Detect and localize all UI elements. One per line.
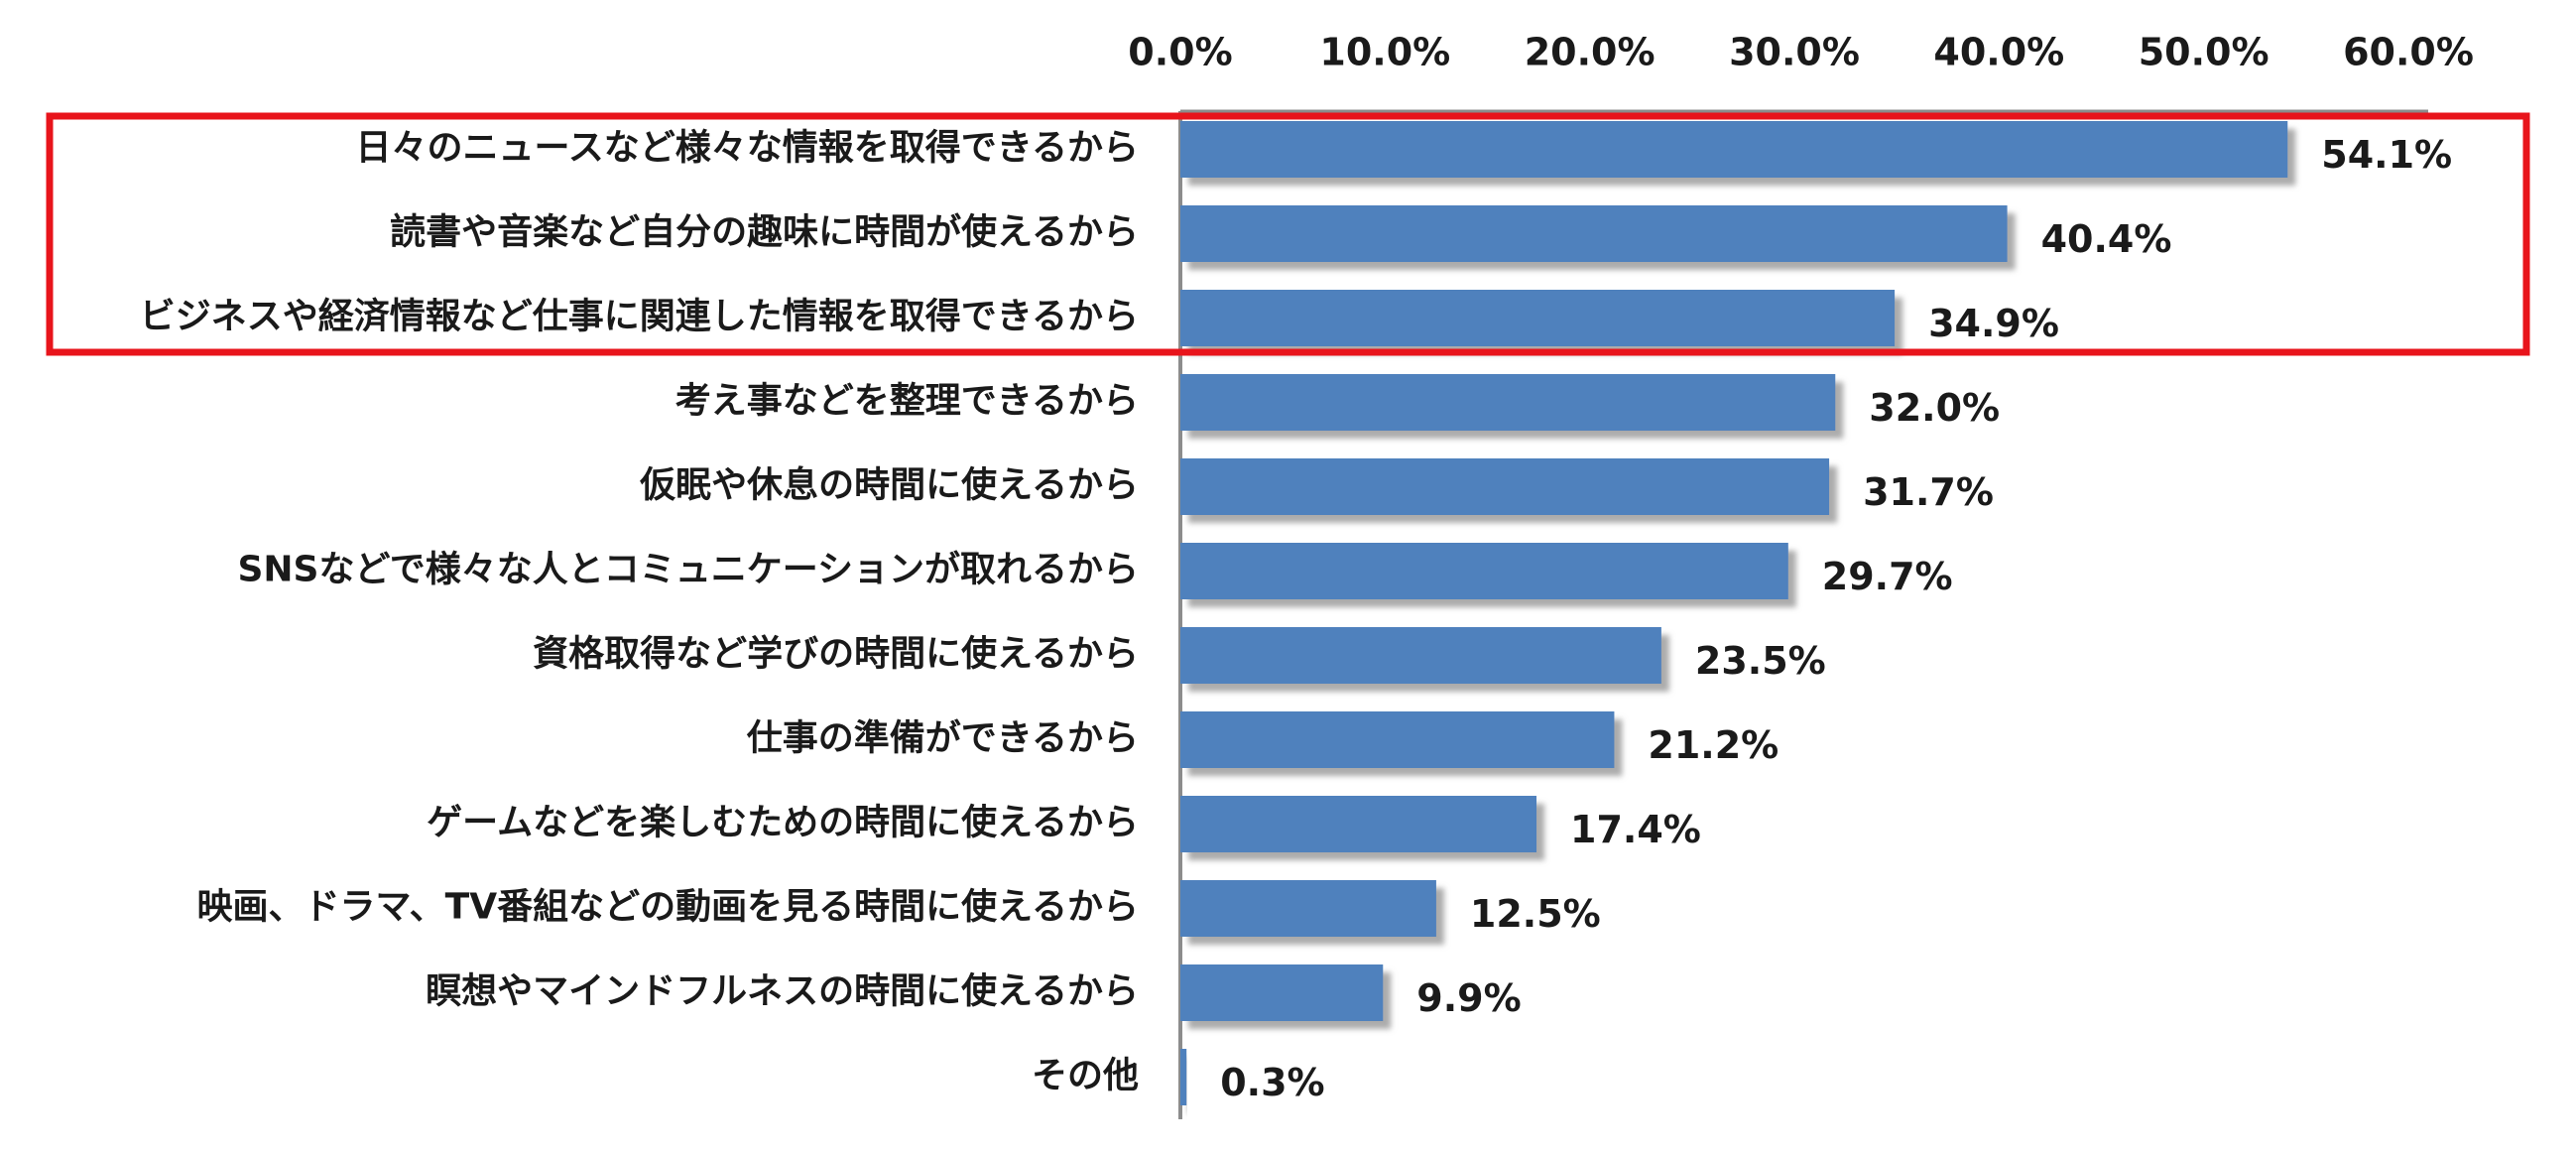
bar (1180, 796, 1537, 852)
category-label: 資格取得など学びの時間に使えるから (533, 633, 1139, 675)
category-label: SNSなどで様々な人とコミュニケーションが取れるから (237, 550, 1139, 590)
bar (1180, 205, 2008, 262)
data-label: 9.9% (1416, 976, 1521, 1020)
category-label: 考え事などを整理できるから (675, 381, 1139, 422)
data-label: 23.5% (1695, 639, 1826, 683)
bar (1180, 880, 1436, 937)
data-labels: 54.1% 40.4% 34.9% 32.0% 31.7% 29.7% 23.5% 21.2%… (1220, 133, 2452, 1104)
x-tick-label: 60.0% (2343, 31, 2474, 74)
x-tick-label: 10.0% (1319, 31, 1450, 74)
data-label: 32.0% (1869, 386, 2000, 430)
bar (1180, 627, 1661, 684)
bar (1180, 1049, 1187, 1105)
bar (1180, 964, 1384, 1021)
x-tick-label: 20.0% (1525, 31, 1656, 74)
data-label: 31.7% (1863, 470, 1994, 514)
bar (1180, 374, 1836, 431)
data-label: 40.4% (2041, 217, 2172, 261)
category-label: 読書や音楽など自分の趣味に時間が使えるから (390, 212, 1139, 253)
data-label: 0.3% (1220, 1061, 1324, 1104)
bar (1180, 543, 1788, 599)
category-label: 仮眠や休息の時間に使えるから (639, 465, 1139, 506)
data-label: 17.4% (1570, 808, 1701, 851)
category-label: 映画、ドラマ、TV番組などの動画を見る時間に使えるから (196, 887, 1139, 928)
axes (1178, 109, 2428, 1119)
x-tick-label: 40.0% (1933, 31, 2064, 74)
category-label: 瞑想やマインドフルネスの時間に使えるから (426, 971, 1139, 1012)
category-label: 仕事の準備ができるから (747, 718, 1139, 759)
data-label: 34.9% (1928, 302, 2059, 345)
highlight-box (46, 112, 2530, 356)
x-tick-label: 0.0% (1128, 31, 1232, 74)
category-label: 日々のニュースなど様々な情報を取得できるから (356, 128, 1139, 169)
category-labels: 日々のニュースなど様々な情報を取得できるから読書や音楽など自分の趣味に時間が使え… (140, 128, 1139, 1096)
data-label: 21.2% (1648, 723, 1779, 767)
x-tick-label: 30.0% (1729, 31, 1860, 74)
category-label: その他 (1032, 1056, 1139, 1096)
bar (1180, 121, 2288, 178)
highlight-layer (46, 112, 2530, 356)
bar (1180, 711, 1615, 768)
bar (1180, 290, 1896, 346)
bar (1180, 458, 1830, 515)
bars (1180, 121, 2288, 1105)
x-axis-ticks: 0.0% 10.0% 20.0% 30.0% 40.0% 50.0% 60.0% (1128, 31, 2474, 74)
category-label: ビジネスや経済情報など仕事に関連した情報を取得できるから (140, 297, 1139, 337)
data-label: 12.5% (1470, 892, 1601, 936)
data-label: 29.7% (1822, 555, 1953, 598)
x-tick-label: 50.0% (2139, 31, 2269, 74)
category-label: ゲームなどを楽しむための時間に使えるから (427, 803, 1139, 843)
data-label: 54.1% (2321, 133, 2452, 177)
